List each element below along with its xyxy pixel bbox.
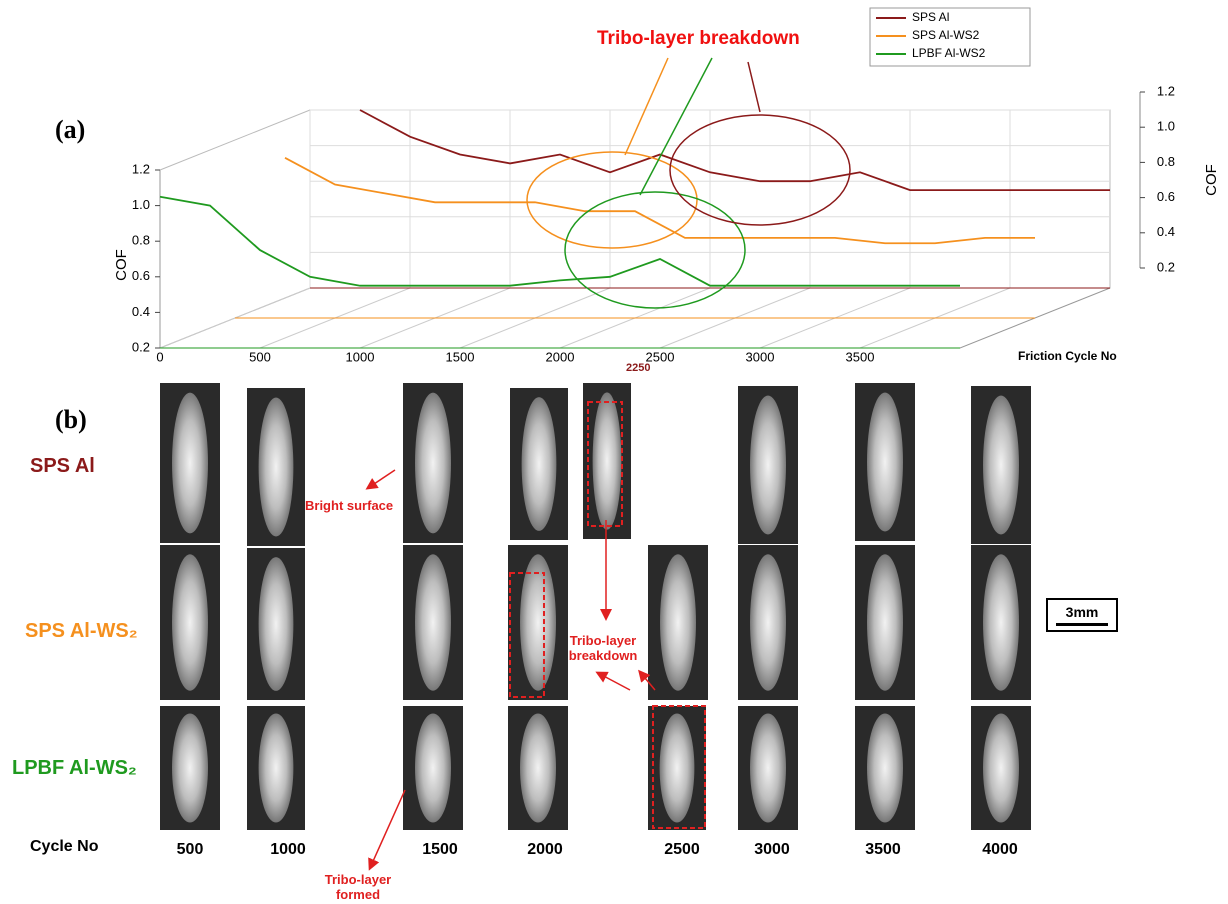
- wear-track: [520, 713, 556, 822]
- x-tick-label: 500: [249, 349, 271, 364]
- y2-axis-label: COF: [1203, 164, 1220, 196]
- highlight: [527, 152, 697, 248]
- wear-track: [983, 554, 1019, 690]
- wear-track: [660, 554, 696, 690]
- y2-tick-label: 0.4: [1157, 224, 1175, 239]
- highlight: [670, 115, 850, 225]
- series-line: [285, 158, 1035, 243]
- x-tick-label: 1000: [346, 349, 375, 364]
- left-wall: [160, 110, 310, 170]
- wear-track: [172, 393, 208, 534]
- cycle-label: Cycle No: [30, 838, 98, 856]
- row-label: SPS Al: [30, 455, 95, 478]
- y-tick-label: 0.4: [132, 304, 150, 319]
- x-tick-label: 3000: [746, 349, 775, 364]
- legend-label: LPBF Al-WS2: [912, 46, 986, 60]
- annotation: Tribo-layer formed: [318, 872, 398, 902]
- y2-tick-label: 0.2: [1157, 259, 1175, 274]
- x-tick-label: 0: [156, 349, 163, 364]
- wear-track: [172, 554, 208, 690]
- y-tick-label: 1.0: [132, 197, 150, 212]
- wear-track: [522, 397, 557, 531]
- micrographs: [160, 383, 1031, 830]
- column-label: 4000: [982, 841, 1018, 858]
- annotation: Tribo-layer breakdown: [597, 28, 800, 50]
- x-axis-label: Friction Cycle No: [1018, 349, 1117, 363]
- panel-label: (b): [55, 405, 87, 435]
- wear-track: [867, 392, 903, 531]
- wear-track: [259, 557, 294, 691]
- column-label: 3000: [754, 841, 790, 858]
- column-label: 3500: [865, 841, 901, 858]
- wear-track: [660, 713, 695, 822]
- y2-tick-label: 0.6: [1157, 189, 1175, 204]
- arrow: [370, 790, 405, 868]
- column-label: 2000: [527, 841, 563, 858]
- arrow: [598, 673, 630, 690]
- legend-label: SPS Al: [912, 10, 949, 24]
- wear-track: [750, 554, 786, 690]
- row-label: LPBF Al-WS₂: [12, 757, 137, 780]
- y-tick-label: 1.2: [132, 161, 150, 176]
- row-label: SPS Al-WS₂: [25, 620, 138, 643]
- wear-track: [172, 713, 208, 822]
- wear-track: [520, 554, 556, 690]
- figure: 0 500 1000 1500 2000 2500 3000 3500 0.2 0.4 0.6 0.8…: [0, 0, 1228, 904]
- series-line: [360, 110, 1110, 190]
- wear-track: [750, 395, 786, 534]
- x-tick-label: 3500: [846, 349, 875, 364]
- wear-track: [415, 554, 451, 690]
- y2-tick-label: 1.0: [1157, 119, 1175, 134]
- wear-track: [983, 713, 1019, 822]
- column-label: 500: [177, 841, 204, 858]
- wear-track: [867, 713, 903, 822]
- wear-track: [867, 554, 903, 690]
- scale-bar: 3mm: [1046, 598, 1118, 632]
- wear-track: [983, 395, 1019, 534]
- wear-track: [593, 392, 622, 529]
- arrow: [640, 58, 712, 195]
- x-tick-label: 2000: [546, 349, 575, 364]
- column-label: 1000: [270, 841, 306, 858]
- arrow: [625, 58, 668, 155]
- y-axis-label: COF: [113, 249, 130, 281]
- column-label: 1500: [422, 841, 458, 858]
- y-tick-label: 0.8: [132, 233, 150, 248]
- annotation: Tribo-layer breakdown: [558, 633, 648, 663]
- y-tick-label: 0.6: [132, 268, 150, 283]
- panel-label: (a): [55, 115, 85, 145]
- series-line: [160, 197, 960, 286]
- y2-tick-label: 0.8: [1157, 154, 1175, 169]
- x-tick-label: 1500: [446, 349, 475, 364]
- wear-track: [415, 393, 451, 534]
- arrow: [748, 62, 760, 112]
- column-label: 2500: [664, 841, 700, 858]
- wear-track: [259, 397, 294, 536]
- highlight: [565, 192, 745, 308]
- scale-bar-label: 3mm: [1066, 604, 1099, 620]
- wear-track: [415, 713, 451, 822]
- wear-track: [750, 713, 786, 822]
- annotation: Bright surface: [305, 498, 393, 513]
- y2-tick-label: 1.2: [1157, 83, 1175, 98]
- y-tick-label: 0.2: [132, 339, 150, 354]
- arrow: [368, 470, 395, 488]
- chart: 0 500 1000 1500 2000 2500 3000 3500 0.2 0.4 0.6 0.8…: [0, 0, 1228, 904]
- wear-track: [259, 713, 294, 822]
- marker-label: 2250: [626, 362, 650, 374]
- legend-label: SPS Al-WS2: [912, 28, 980, 42]
